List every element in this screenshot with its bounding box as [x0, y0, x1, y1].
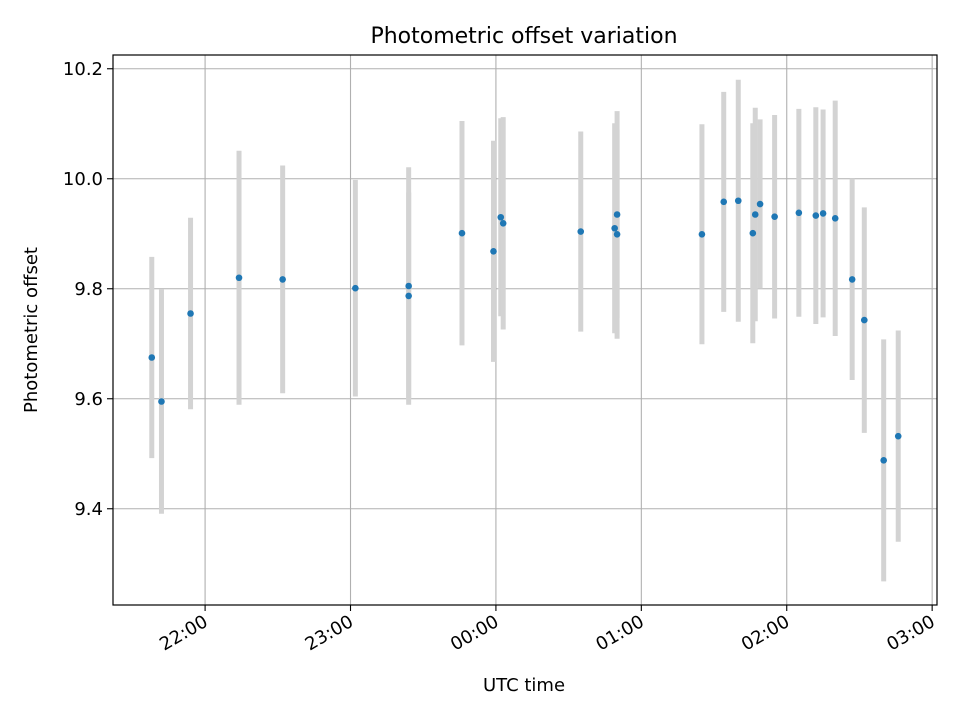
- y-tick-label: 9.6: [74, 389, 103, 410]
- data-point: [405, 282, 412, 290]
- x-tick-label: 01:00: [592, 611, 647, 655]
- x-tick-label: 22:00: [156, 611, 211, 655]
- data-point: [158, 398, 165, 405]
- data-point: [458, 229, 466, 237]
- data-point: [880, 457, 887, 464]
- data-point: [812, 212, 820, 219]
- data-point: [499, 220, 507, 227]
- y-tick-label: 10.0: [63, 169, 103, 190]
- data-point: [187, 310, 194, 317]
- plot-frame: [112, 54, 938, 606]
- data-point: [831, 215, 839, 222]
- x-tick-label: 23:00: [302, 611, 357, 655]
- x-tick-label: 00:00: [447, 611, 502, 655]
- y-axis: 9.4 9.6 9.8 10.0 10.2: [63, 59, 113, 520]
- data-point: [771, 213, 778, 220]
- x-tick-label: 03:00: [883, 611, 938, 655]
- data-point: [613, 231, 621, 238]
- data-point: [698, 231, 706, 238]
- data-point: [352, 284, 359, 292]
- chart-title: Photometric offset variation: [370, 24, 677, 49]
- data-point: [405, 292, 412, 300]
- data-point: [860, 316, 868, 324]
- data-point: [613, 211, 621, 218]
- data-point: [148, 354, 156, 361]
- data-point: [819, 210, 827, 217]
- data-point: [611, 224, 618, 232]
- y-axis-label: Photometric offset: [21, 247, 42, 413]
- data-point: [497, 213, 505, 221]
- y-tick-label: 9.4: [74, 499, 103, 520]
- data-point: [751, 211, 759, 218]
- y-tick-label: 9.8: [74, 279, 103, 300]
- data-point: [734, 197, 742, 205]
- data-point: [795, 209, 803, 217]
- x-axis: 22:00 23:00 00:00 01:00 02:00 03:00: [156, 605, 939, 655]
- data-point: [749, 229, 757, 237]
- data-point: [720, 198, 728, 206]
- data-point: [279, 276, 286, 283]
- data-point: [894, 432, 902, 440]
- data-point: [756, 200, 764, 208]
- data-point: [848, 276, 856, 283]
- data-point: [235, 274, 243, 282]
- data-point: [490, 248, 497, 255]
- x-tick-label: 02:00: [738, 611, 793, 655]
- point-layer: [148, 197, 902, 464]
- y-tick-label: 10.2: [63, 59, 103, 80]
- data-point: [577, 228, 585, 235]
- x-axis-label: UTC time: [483, 675, 565, 696]
